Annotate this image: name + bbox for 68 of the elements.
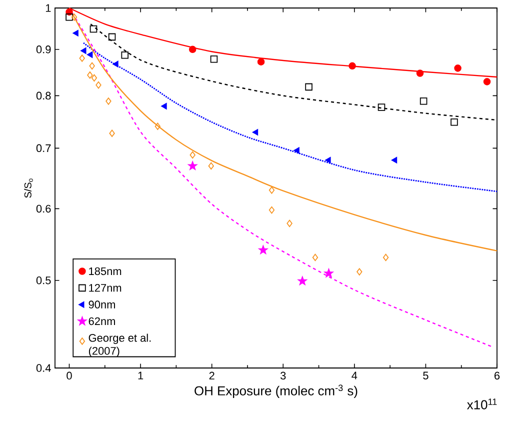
line-series xyxy=(82,42,498,192)
point xyxy=(190,151,196,159)
point xyxy=(420,98,428,105)
y-tick-label: 0.8 xyxy=(36,92,51,100)
point xyxy=(325,156,331,164)
point xyxy=(258,245,268,254)
point xyxy=(208,162,214,170)
point xyxy=(154,122,160,130)
point xyxy=(112,60,118,68)
point xyxy=(210,56,218,63)
y-tick-label: 0.5 xyxy=(36,276,51,284)
legend-label: 127nm xyxy=(89,284,122,292)
legend-label: 185nm xyxy=(89,267,122,276)
x-axis-title: OH Exposure (molec cm$^{-3}$ s) xyxy=(194,384,358,398)
point xyxy=(483,78,491,86)
point xyxy=(450,118,458,126)
point xyxy=(109,130,115,137)
point xyxy=(312,254,318,262)
point xyxy=(298,276,307,286)
point xyxy=(121,51,129,59)
point xyxy=(108,33,116,41)
y-tick-label: 0.9 xyxy=(36,46,51,54)
point xyxy=(268,186,275,194)
point xyxy=(71,14,78,21)
legend-label: 62nm xyxy=(88,317,115,326)
point xyxy=(80,48,86,54)
point xyxy=(286,220,292,228)
y-tick-label: 1 xyxy=(46,4,51,12)
point xyxy=(378,104,386,111)
point xyxy=(356,268,362,276)
x-tick-label: 2 xyxy=(209,372,214,380)
text: x10$^{11}$ xyxy=(467,398,497,410)
point xyxy=(416,70,424,77)
point xyxy=(72,30,78,36)
x-tick-label: 3 xyxy=(280,372,286,380)
point xyxy=(454,64,462,72)
y-tick-label: 0.7 xyxy=(36,144,51,152)
x-tick-label: 0 xyxy=(66,372,72,380)
point xyxy=(252,129,258,136)
point xyxy=(79,54,85,62)
y-axis-title: S/S$_{o}$ xyxy=(24,178,33,198)
point xyxy=(66,14,73,21)
point xyxy=(294,147,300,154)
point xyxy=(90,25,98,33)
point xyxy=(257,58,265,66)
point xyxy=(348,62,356,70)
point xyxy=(161,102,167,110)
point xyxy=(96,81,102,89)
legend-label: 90nm xyxy=(88,300,115,308)
point xyxy=(106,98,112,105)
point xyxy=(87,51,93,58)
legend-label: George et al. (2007) xyxy=(88,334,151,357)
point xyxy=(87,71,93,79)
point xyxy=(188,46,196,54)
x-tick-label: 4 xyxy=(352,372,358,380)
y-tick-label: 0.4 xyxy=(36,364,51,372)
point xyxy=(91,74,98,82)
y-tick-label: 0.6 xyxy=(36,204,51,213)
point xyxy=(305,83,312,91)
point xyxy=(268,206,275,214)
x-tick-label: 6 xyxy=(494,372,500,380)
x-tick-label: 1 xyxy=(138,372,144,380)
point xyxy=(188,161,198,170)
point xyxy=(324,268,334,278)
point xyxy=(89,62,95,70)
x-tick-label: 5 xyxy=(423,372,428,380)
point xyxy=(382,254,389,262)
point xyxy=(391,156,398,164)
